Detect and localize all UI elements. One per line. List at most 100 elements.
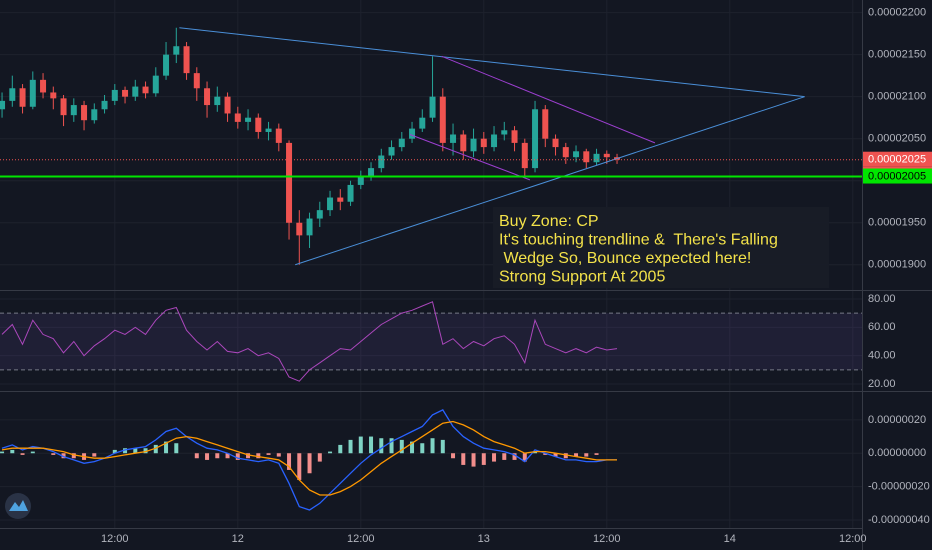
candle-body [378, 155, 385, 169]
histogram-bar [71, 453, 76, 459]
histogram-bar [153, 444, 158, 454]
histogram-bar [317, 453, 322, 462]
candle-body [9, 88, 16, 101]
y-tick-label: 0.00002050 [868, 133, 926, 145]
histogram-bar [133, 448, 138, 454]
histogram-bar [123, 448, 128, 454]
histogram-bar [215, 453, 220, 459]
histogram-bar [287, 453, 292, 470]
candle-body [603, 153, 610, 158]
macd-line [1, 420, 617, 496]
candle-body [388, 147, 395, 156]
candle-body [29, 79, 36, 107]
candle-body [224, 96, 231, 114]
annotation-text: Wedge So, Bounce expected here! [499, 250, 751, 267]
histogram-bar [297, 453, 302, 480]
histogram-bar [440, 439, 445, 454]
y-tick-label: 0.00000020 [868, 414, 926, 426]
histogram-bar [481, 453, 486, 465]
candle-body [480, 138, 487, 148]
histogram-bar [399, 439, 404, 454]
candle-body [204, 88, 211, 106]
trendline [295, 96, 805, 266]
trendline [409, 134, 531, 181]
candle-body [491, 134, 498, 148]
histogram-bar [410, 441, 415, 454]
trendline [441, 55, 656, 144]
candle-body [183, 46, 190, 74]
candle-body [234, 113, 241, 122]
histogram-bar [522, 453, 527, 462]
rsi-line [1, 301, 618, 382]
histogram-bar [389, 438, 394, 454]
candle-body [296, 222, 303, 236]
y-tick-label: 40.00 [868, 350, 896, 362]
x-tick-label: 12:00 [347, 533, 375, 545]
candle-body [50, 92, 57, 99]
histogram-bar [461, 453, 466, 465]
candle-body [470, 138, 477, 152]
candle-body [142, 86, 149, 94]
histogram-bar [235, 453, 240, 460]
candle-body [562, 147, 569, 158]
candle-body [275, 128, 282, 143]
x-tick-label: 14 [724, 533, 736, 545]
candle-body [0, 100, 6, 110]
candle-body [265, 128, 272, 132]
histogram-bar [266, 453, 271, 455]
y-tick-label: 0.00002200 [868, 7, 926, 19]
histogram-bar [328, 451, 333, 454]
y-tick-label: 0.00002150 [868, 49, 926, 61]
candle-body [327, 197, 334, 211]
candle-body [573, 151, 580, 158]
x-tick-label: 12:00 [593, 533, 621, 545]
y-tick-label: 60.00 [868, 321, 896, 333]
histogram-bar [369, 436, 374, 454]
candle-body [511, 130, 518, 143]
candle-body [214, 96, 221, 106]
annotation-box [493, 207, 829, 288]
logo-mark [9, 500, 28, 511]
y-tick-label: -0.00000020 [868, 481, 930, 493]
histogram-bar [430, 438, 435, 454]
candle-body [532, 109, 539, 169]
candle-body [132, 86, 139, 97]
candle-body [460, 134, 467, 152]
candle-body [398, 138, 405, 148]
histogram-bar [174, 443, 179, 454]
histogram-bar [0, 451, 5, 454]
candle-body [542, 109, 549, 139]
trendline [179, 27, 805, 98]
histogram-bar [471, 453, 476, 467]
histogram-bar [30, 451, 35, 454]
candle-body [450, 134, 457, 143]
candle-body [193, 73, 200, 89]
candle-body [419, 117, 426, 129]
histogram-bar [420, 443, 425, 454]
candle-body [245, 117, 252, 122]
price-label: 0.00002025 [868, 154, 926, 166]
candle-body [306, 218, 313, 236]
histogram-bar [307, 453, 312, 474]
y-tick-label: 80.00 [868, 293, 896, 305]
candle-body [40, 79, 47, 93]
histogram-bar [338, 444, 343, 454]
histogram-bar [20, 453, 25, 455]
candle-body [101, 100, 108, 110]
histogram-bar [348, 439, 353, 454]
annotation-text: It's touching trendline & There's Fallin… [499, 232, 778, 249]
histogram-bar [451, 453, 456, 459]
histogram-bar [51, 453, 56, 455]
rsi-band [0, 313, 862, 370]
candle-body [286, 142, 293, 223]
histogram-bar [61, 453, 66, 459]
x-tick-label: 13 [478, 533, 490, 545]
histogram-bar [246, 453, 251, 459]
x-tick-label: 12:00 [101, 533, 129, 545]
candle-body [255, 117, 262, 132]
histogram-bar [92, 453, 97, 457]
histogram-bar [143, 448, 148, 454]
histogram-bar [533, 451, 538, 454]
candle-body [583, 151, 590, 163]
